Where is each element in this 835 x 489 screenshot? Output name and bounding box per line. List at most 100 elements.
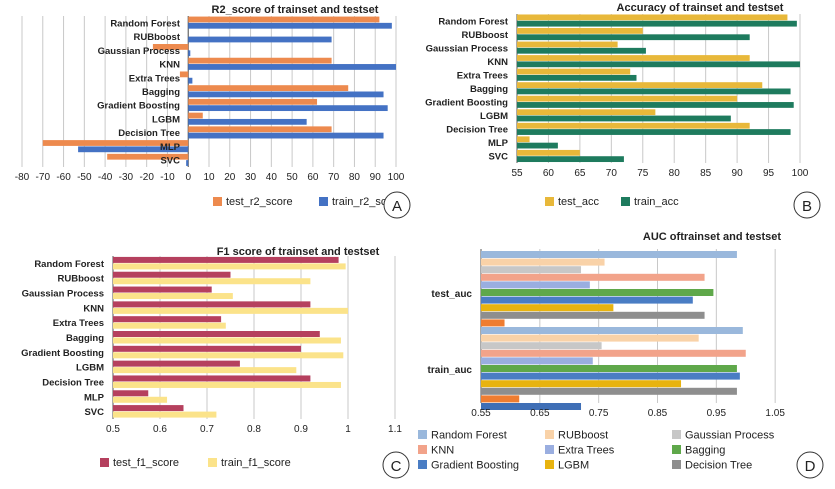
bar-knn-test-auc bbox=[481, 273, 705, 281]
category-label: RUBboost bbox=[134, 32, 181, 43]
x-tick-label: 80 bbox=[349, 172, 361, 183]
legend-label-knn: KNN bbox=[431, 445, 454, 457]
panel-a-letter: A bbox=[392, 198, 402, 215]
bar-gaussian-process-train-auc bbox=[481, 342, 602, 350]
bar-lgbm-train-auc bbox=[481, 380, 682, 388]
bar-test-acc-rubboost bbox=[517, 28, 643, 34]
legend-label-random-forest: Random Forest bbox=[431, 430, 507, 442]
bar-test-f1-score-gradient-boosting bbox=[113, 345, 301, 352]
category-label: SVC bbox=[488, 152, 508, 163]
bar-knn-train-auc bbox=[481, 349, 746, 357]
panel-c-badge bbox=[382, 451, 410, 479]
bar-test-f1-score-extra-trees bbox=[113, 316, 222, 323]
legend-label-bagging: Bagging bbox=[685, 445, 725, 457]
bar-train-r2-score-decision-tree bbox=[188, 132, 384, 139]
legend-label-train-acc: train_acc bbox=[634, 196, 679, 208]
panel-a-r2-chart: R2_score of trainset and testset Random … bbox=[15, 4, 411, 219]
x-tick-label: 60 bbox=[543, 168, 555, 179]
bar-extra-trees-train-auc bbox=[481, 357, 593, 365]
bar-train-acc-extra-trees bbox=[517, 74, 637, 81]
x-tick-label: 0.85 bbox=[648, 408, 668, 419]
category-label: Bagging bbox=[470, 84, 508, 95]
bar-train-f1-score-svc bbox=[113, 411, 217, 418]
category-label: MLP bbox=[160, 142, 181, 153]
legend-label-test-r2-score: test_r2_score bbox=[226, 196, 293, 208]
bar-train-f1-score-gaussian-process bbox=[113, 293, 233, 300]
legend-swatch-lgbm bbox=[545, 460, 554, 469]
x-tick-label: 75 bbox=[637, 168, 649, 179]
bar-train-f1-score-gradient-boosting bbox=[113, 352, 344, 359]
bar-train-acc-gradient-boosting bbox=[517, 102, 794, 108]
bar-train-r2-score-knn bbox=[188, 64, 396, 70]
bar-test-r2-score-knn bbox=[188, 57, 332, 64]
category-label: Bagging bbox=[142, 87, 180, 98]
panel-a-title: R2_score of trainset and testset bbox=[212, 4, 379, 16]
bar-test-r2-score-gradient-boosting bbox=[188, 98, 318, 105]
legend-swatch-test-f1-score bbox=[100, 458, 109, 467]
bar-test-r2-score-mlp bbox=[42, 140, 189, 146]
bar-random-forest-train-auc bbox=[481, 327, 743, 334]
category-label: Random Forest bbox=[34, 259, 105, 270]
x-tick-label: 100 bbox=[388, 172, 405, 183]
category-label: RUBboost bbox=[58, 274, 105, 285]
category-label: Decision Tree bbox=[118, 128, 180, 139]
panel-d-auc-chart: AUC oftrainset and testset test_auctrain… bbox=[418, 231, 824, 479]
category-label: Random Forest bbox=[110, 18, 181, 29]
panel-b-letter: B bbox=[802, 198, 812, 215]
x-tick-label: -70 bbox=[36, 172, 51, 183]
bar-test-r2-score-lgbm bbox=[188, 112, 203, 119]
legend-swatch-decision-tree bbox=[672, 460, 681, 469]
panel-d-letter: D bbox=[805, 458, 816, 475]
x-tick-label: 40 bbox=[266, 172, 278, 183]
bar-svc-orange-train-auc bbox=[481, 395, 520, 403]
bar-train-acc-bagging bbox=[517, 88, 791, 95]
bar-test-f1-score-svc bbox=[113, 405, 184, 412]
bar-train-acc-gaussian-process bbox=[517, 47, 646, 54]
panel-c-title: F1 score of trainset and testset bbox=[217, 246, 380, 258]
bar-train-acc-knn bbox=[517, 61, 800, 68]
x-tick-label: 1 bbox=[345, 424, 351, 435]
bar-train-f1-score-random-forest bbox=[113, 263, 346, 270]
x-tick-label: 0 bbox=[185, 172, 191, 183]
category-label: LGBM bbox=[152, 114, 180, 125]
bar-test-acc-gradient-boosting bbox=[517, 95, 738, 102]
category-label: Random Forest bbox=[438, 16, 509, 27]
x-tick-label: 80 bbox=[669, 168, 681, 179]
bar-train-acc-rubboost bbox=[517, 34, 750, 41]
category-label: MLP bbox=[84, 392, 105, 403]
panel-c-f1-chart: F1 score of trainset and testset Random … bbox=[21, 246, 410, 479]
legend-swatch-rubboost bbox=[545, 430, 554, 439]
bar-train-r2-score-gradient-boosting bbox=[188, 105, 388, 112]
x-tick-label: 0.9 bbox=[294, 424, 308, 435]
category-label: Extra Trees bbox=[129, 73, 180, 84]
x-tick-label: 0.75 bbox=[589, 408, 609, 419]
legend-label-lgbm: LGBM bbox=[558, 460, 589, 472]
legend-swatch-bagging bbox=[672, 445, 681, 454]
bar-test-acc-knn bbox=[517, 55, 750, 61]
x-tick-label: 30 bbox=[245, 172, 257, 183]
x-tick-label: 0.8 bbox=[247, 424, 261, 435]
legend-swatch-train-acc bbox=[621, 197, 630, 206]
bar-test-r2-score-gaussian-process bbox=[152, 44, 189, 50]
category-label: LGBM bbox=[480, 111, 508, 122]
x-tick-label: -40 bbox=[98, 172, 113, 183]
x-tick-label: 70 bbox=[328, 172, 340, 183]
bar-train-f1-score-mlp bbox=[113, 396, 168, 403]
legend-label-gradient-boosting: Gradient Boosting bbox=[431, 460, 519, 472]
category-label: Gradient Boosting bbox=[425, 98, 508, 109]
x-tick-label: 95 bbox=[763, 168, 775, 179]
x-tick-label: 1.05 bbox=[765, 408, 785, 419]
x-tick-label: 0.6 bbox=[153, 424, 167, 435]
x-tick-label: 85 bbox=[700, 168, 712, 179]
bar-test-f1-score-mlp bbox=[113, 390, 149, 397]
bar-test-f1-score-gaussian-process bbox=[113, 286, 212, 293]
legend-label-decision-tree: Decision Tree bbox=[685, 460, 752, 472]
legend-swatch-knn bbox=[418, 445, 427, 454]
x-tick-label: 0.5 bbox=[106, 424, 120, 435]
legend-label-train-f1-score: train_f1_score bbox=[221, 457, 291, 469]
category-label: Gradient Boosting bbox=[21, 348, 104, 359]
x-tick-label: -20 bbox=[139, 172, 154, 183]
x-tick-label: -80 bbox=[15, 172, 30, 183]
bar-train-f1-score-lgbm bbox=[113, 367, 297, 374]
